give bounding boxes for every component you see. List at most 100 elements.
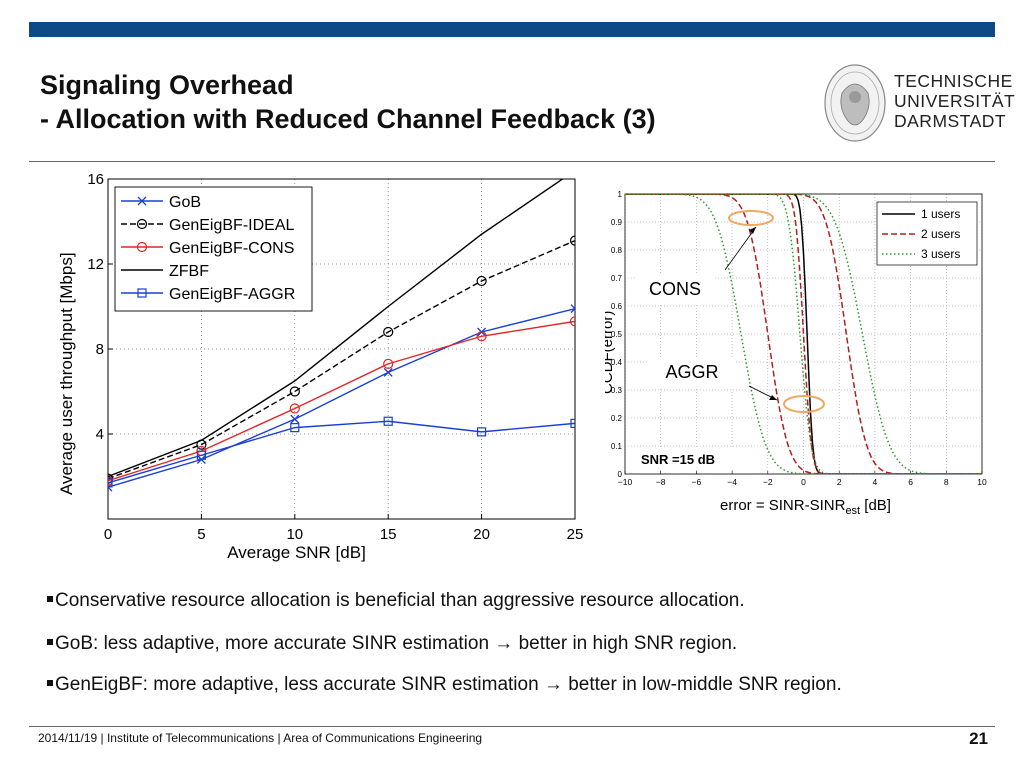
logo-line-1: TECHNISCHE [894, 71, 1013, 91]
page-title: Signaling Overhead - Allocation with Red… [40, 68, 656, 136]
x-tick-label: 10 [286, 526, 303, 543]
x-tick-label: −6 [692, 477, 702, 487]
y-tick-label: 0.2 [611, 414, 623, 423]
legend-label: 1 users [921, 207, 960, 221]
data-point [137, 196, 147, 206]
data-point [476, 331, 487, 342]
bullet-item: Conservative resource allocation is bene… [47, 590, 745, 612]
cons-label: CONS [649, 279, 701, 299]
footer-text: 2014/11/19 | Institute of Telecommunicat… [38, 731, 483, 745]
y-tick-label: 16 [87, 171, 104, 188]
data-point [569, 316, 575, 327]
x-axis-label: Average SNR [dB] [227, 543, 366, 562]
cons-label-bg [635, 273, 715, 303]
data-point [569, 235, 575, 246]
y-tick-label: 4 [96, 426, 104, 443]
y-tick-label: 0.1 [611, 442, 623, 451]
y-tick-label: 0.9 [611, 218, 623, 227]
cons-highlight-ellipse [728, 210, 774, 226]
title-divider [29, 161, 995, 162]
y-tick-label: 0 [618, 470, 623, 479]
x-tick-label: 0 [104, 526, 112, 543]
x-tick-label: 15 [380, 526, 397, 543]
x-tick-label: −8 [656, 477, 666, 487]
data-point [289, 403, 300, 414]
y-tick-label: 1 [618, 190, 623, 199]
series-line [625, 194, 982, 474]
bullet-item: GoB: less adaptive, more accurate SINR e… [47, 633, 737, 655]
bullet-text: GenEigBF: more adaptive, less accurate S… [55, 674, 842, 695]
ccdf-chart: −10 −8 −6 −4 −2 0 2 4 6 8 10 0 0.1 0.2 0.3 0.4 0.5 0.6 0.7… [605, 190, 987, 517]
data-point [108, 478, 113, 488]
page-number: 21 [969, 729, 988, 748]
data-point [476, 275, 487, 287]
series-group [108, 179, 575, 492]
bullet-square-icon [47, 595, 53, 602]
university-logo: TECHNISCHE UNIVERSITÄT DARMSTADT [820, 63, 1015, 147]
bullet-square-icon [47, 679, 53, 686]
header-bar [29, 22, 995, 37]
x-axis-label: error = SINR-SINRest [dB] [720, 497, 891, 517]
logo-line-3: DARMSTADT [894, 111, 1007, 131]
data-point [383, 326, 394, 338]
aggr-arrow-head [769, 395, 777, 400]
seal-icon [824, 64, 886, 142]
aggr-label-bg [649, 357, 735, 387]
aggr-label: AGGR [665, 362, 718, 382]
series-line [108, 179, 564, 478]
title-line-1: Signaling Overhead [40, 70, 294, 100]
cons-arrow-head [749, 227, 756, 234]
data-point [383, 358, 394, 369]
x-tick-label: −10 [618, 477, 633, 487]
y-tick-label: 12 [87, 256, 104, 273]
data-point [137, 288, 147, 298]
x-tick-label: 0 [801, 477, 806, 487]
y-tick-label: 0.4 [611, 358, 623, 367]
series-line [108, 239, 575, 480]
y-tick-label: 0.5 [611, 330, 623, 339]
bullet-square-icon [47, 638, 53, 645]
logo-line-2: UNIVERSITÄT [894, 91, 1016, 111]
legend-box [114, 186, 313, 312]
x-tick-label: 6 [908, 477, 913, 487]
data-point [383, 416, 393, 426]
series-line [108, 420, 575, 484]
legend-label: GenEigBF-CONS [169, 240, 294, 257]
legend-label: 3 users [921, 247, 960, 261]
data-point [136, 218, 148, 230]
data-point [290, 423, 300, 433]
logo-text: TECHNISCHE UNIVERSITÄT DARMSTADT [894, 71, 1015, 131]
y-tick-label: 8 [96, 341, 104, 358]
x-tick-label: 20 [473, 526, 490, 543]
x-tick-label: 10 [977, 477, 987, 487]
data-point [136, 241, 148, 253]
footer-divider [29, 726, 995, 727]
data-point [570, 304, 575, 314]
series-line [108, 320, 575, 482]
aggr-highlight-ellipse [783, 395, 825, 413]
data-point [289, 386, 300, 397]
y-tick-label: 0.3 [611, 386, 623, 395]
data-point [196, 450, 206, 460]
y-axis-label: CCDF(error) [605, 311, 616, 394]
y-tick-label: 0.8 [611, 246, 623, 255]
snr-label-bg [637, 449, 743, 469]
x-tick-label: 2 [837, 477, 842, 487]
x-tick-label: −2 [763, 477, 773, 487]
data-point [477, 427, 487, 437]
x-tick-label: 4 [873, 477, 878, 487]
series-line [108, 307, 575, 488]
x-tick-label: 5 [197, 526, 205, 543]
bullet-item: GenEigBF: more adaptive, less accurate S… [47, 674, 842, 696]
legend-label: 2 users [921, 227, 960, 241]
data-point [383, 367, 393, 377]
series-line [625, 194, 982, 474]
snr-label: SNR =15 dB [641, 452, 715, 467]
x-tick-label: −4 [727, 477, 737, 487]
x-tick-label: 8 [944, 477, 949, 487]
x-tick-label: 25 [567, 526, 584, 543]
bullet-text: Conservative resource allocation is bene… [55, 590, 745, 611]
bullet-text: GoB: less adaptive, more accurate SINR e… [55, 633, 738, 654]
legend-label: GenEigBF-IDEAL [169, 217, 294, 234]
y-tick-label: 0.6 [611, 302, 623, 311]
